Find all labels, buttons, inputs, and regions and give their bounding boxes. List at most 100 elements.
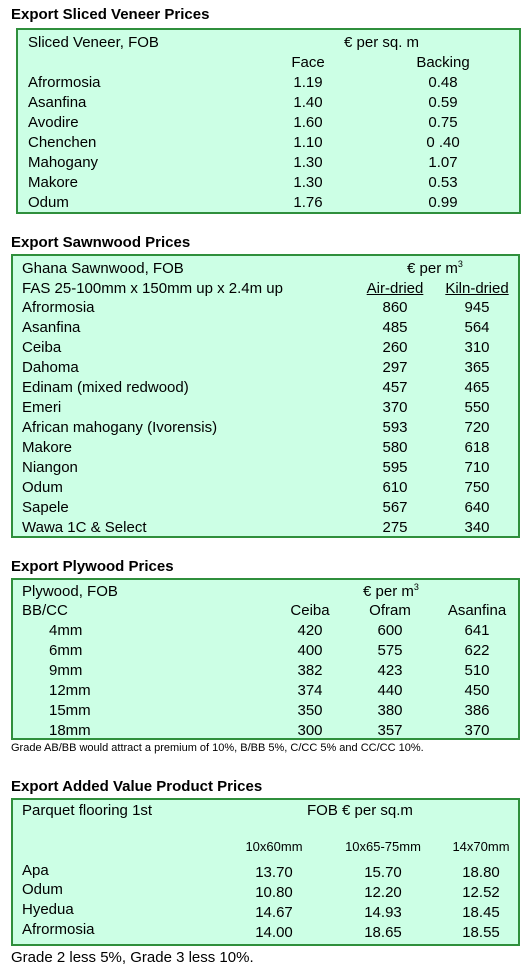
plywood-row-ceiba: 374: [297, 682, 323, 699]
plywood-note: Grade AB/BB would attract a premium of 1…: [11, 742, 424, 754]
sawn-row-kiln: 750: [464, 479, 490, 496]
sawn-table: Ghana Sawnwood, FOB € per m3 FAS 25-100m…: [11, 254, 520, 538]
plywood-row-asanfina: 510: [464, 662, 490, 679]
veneer-row-name: Makore: [28, 174, 79, 191]
sawn-row-air: 275: [382, 519, 408, 536]
veneer-row-backing: 0.99: [428, 194, 458, 211]
sawn-row-air: 593: [382, 419, 408, 436]
added-row-v3: 18.45: [462, 904, 500, 921]
veneer-row-name: Asanfina: [28, 94, 87, 111]
sawn-row-name: Makore: [22, 439, 73, 456]
plywood-heading: Export Plywood Prices: [11, 558, 174, 575]
sawn-row-kiln: 365: [464, 359, 490, 376]
plywood-col-asanfina: Asanfina: [447, 602, 507, 619]
plywood-row-size: 18mm: [49, 722, 91, 739]
plywood-row-ceiba: 382: [297, 662, 323, 679]
sawn-row-kiln: 720: [464, 419, 490, 436]
plywood-row-asanfina: 386: [464, 702, 490, 719]
added-col-3: 14x70mm: [452, 839, 510, 854]
added-row-v2: 15.70: [364, 864, 402, 881]
added-row-v2: 14.93: [364, 904, 402, 921]
added-row-v1: 10.80: [255, 884, 293, 901]
added-note: Grade 2 less 5%, Grade 3 less 10%.: [11, 949, 254, 966]
added-heading: Export Added Value Product Prices: [11, 778, 263, 795]
sawn-row-air: 595: [382, 459, 408, 476]
plywood-table: Plywood, FOB € per m3 BB/CC Ceiba Ofram …: [11, 578, 520, 740]
plywood-row-asanfina: 450: [464, 682, 490, 699]
sawn-col-air: Air-dried: [366, 280, 424, 297]
veneer-row-face: 1.30: [293, 174, 323, 191]
veneer-row-backing: 0.59: [428, 94, 458, 111]
plywood-row-size: 12mm: [49, 682, 91, 699]
added-unit: FOB € per sq.m: [307, 802, 413, 819]
sawn-row-air: 567: [382, 499, 408, 516]
plywood-row-size: 9mm: [49, 662, 83, 679]
sawn-row-kiln: 550: [464, 399, 490, 416]
sawn-row-kiln: 564: [464, 319, 490, 336]
veneer-subhead: Sliced Veneer, FOB: [28, 34, 159, 51]
sawn-row-air: 260: [382, 339, 408, 356]
veneer-row-face: 1.10: [293, 134, 323, 151]
sawn-row-name: Sapele: [22, 499, 69, 516]
veneer-row-name: Mahogany: [28, 154, 99, 171]
veneer-row-name: Afrormosia: [28, 74, 101, 91]
veneer-col-face: Face: [291, 54, 325, 71]
plywood-row-size: 6mm: [49, 642, 83, 659]
sawn-col-kiln: Kiln-dried: [445, 280, 509, 297]
sawn-row-kiln: 310: [464, 339, 490, 356]
sawn-row-name: Dahoma: [22, 359, 79, 376]
plywood-row-ceiba: 400: [297, 642, 323, 659]
sawn-row-name: Edinam (mixed redwood): [22, 379, 189, 396]
sawn-unit: € per m3: [407, 259, 463, 278]
sawn-row-air: 457: [382, 379, 408, 396]
sawn-row-name: Odum: [22, 479, 63, 496]
veneer-row-backing: 0 .40: [426, 134, 460, 151]
plywood-row-ceiba: 420: [297, 622, 323, 639]
sawn-row-name: Emeri: [22, 399, 62, 416]
sawn-row-air: 610: [382, 479, 408, 496]
sawn-subhead: Ghana Sawnwood, FOB: [22, 260, 184, 277]
plywood-row-ceiba: 350: [297, 702, 323, 719]
sawn-row-kiln: 945: [464, 299, 490, 316]
added-subhead: Parquet flooring 1st: [22, 802, 153, 819]
sawn-row-name: Asanfina: [22, 319, 81, 336]
plywood-col-ofram: Ofram: [369, 602, 411, 619]
plywood-subhead: Plywood, FOB: [22, 583, 118, 600]
veneer-row-face: 1.19: [293, 74, 323, 91]
plywood-grade: BB/CC: [22, 602, 68, 619]
sawn-row-kiln: 640: [464, 499, 490, 516]
sawn-row-air: 485: [382, 319, 408, 336]
plywood-row-ofram: 575: [377, 642, 403, 659]
sawn-spec: FAS 25-100mm x 150mm up x 2.4m up: [22, 280, 283, 297]
added-col-1: 10x60mm: [245, 839, 303, 854]
added-row-v3: 18.80: [462, 864, 500, 881]
plywood-row-ofram: 423: [377, 662, 403, 679]
added-row-v3: 18.55: [462, 924, 500, 941]
sawn-row-air: 297: [382, 359, 408, 376]
plywood-row-ofram: 357: [377, 722, 403, 739]
added-row-name: Apa: [22, 862, 49, 879]
added-row-name: Hyedua: [22, 901, 74, 918]
added-table: Parquet flooring 1st FOB € per sq.m 10x6…: [11, 798, 520, 946]
veneer-row-name: Chenchen: [28, 134, 97, 151]
veneer-row-backing: 0.53: [428, 174, 458, 191]
sawn-row-kiln: 618: [464, 439, 490, 456]
added-row-v1: 14.67: [255, 904, 293, 921]
veneer-row-name: Avodire: [28, 114, 79, 131]
veneer-col-backing: Backing: [416, 54, 470, 71]
veneer-row-backing: 1.07: [428, 154, 458, 171]
plywood-row-size: 4mm: [49, 622, 83, 639]
sawn-row-air: 860: [382, 299, 408, 316]
sawn-row-kiln: 465: [464, 379, 490, 396]
added-col-2: 10x65-75mm: [345, 839, 421, 854]
veneer-row-face: 1.76: [293, 194, 323, 211]
plywood-row-asanfina: 641: [464, 622, 490, 639]
sawn-row-air: 370: [382, 399, 408, 416]
plywood-row-ofram: 380: [377, 702, 403, 719]
veneer-row-face: 1.30: [293, 154, 323, 171]
veneer-row-face: 1.40: [293, 94, 323, 111]
sawn-row-name: Wawa 1C & Select: [22, 519, 147, 536]
plywood-row-ofram: 600: [377, 622, 403, 639]
plywood-row-asanfina: 622: [464, 642, 490, 659]
sawn-row-name: Niangon: [22, 459, 78, 476]
